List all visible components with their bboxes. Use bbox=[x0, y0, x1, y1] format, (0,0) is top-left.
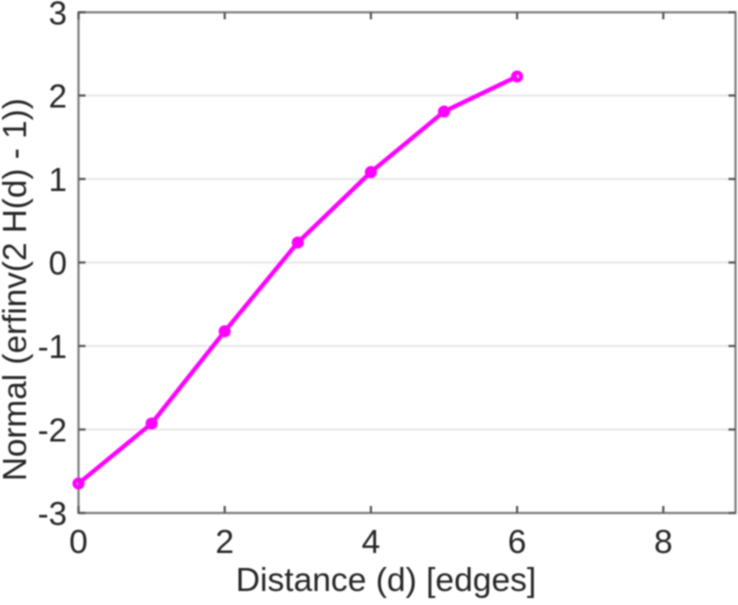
svg-text:2: 2 bbox=[49, 78, 67, 115]
svg-text:1: 1 bbox=[49, 161, 67, 198]
svg-text:4: 4 bbox=[362, 524, 381, 561]
svg-text:3: 3 bbox=[49, 0, 67, 31]
svg-text:-3: -3 bbox=[38, 495, 67, 532]
svg-text:0: 0 bbox=[49, 245, 67, 282]
svg-text:-2: -2 bbox=[38, 412, 67, 449]
svg-text:-1: -1 bbox=[38, 328, 67, 365]
svg-text:Distance (d) [edges]: Distance (d) [edges] bbox=[236, 562, 536, 599]
svg-text:0: 0 bbox=[69, 524, 88, 561]
svg-text:8: 8 bbox=[654, 524, 673, 561]
svg-text:2: 2 bbox=[215, 524, 234, 561]
svg-text:Normal (erfinv(2 H(d) - 1)): Normal (erfinv(2 H(d) - 1)) bbox=[0, 98, 34, 481]
svg-text:6: 6 bbox=[508, 524, 527, 561]
